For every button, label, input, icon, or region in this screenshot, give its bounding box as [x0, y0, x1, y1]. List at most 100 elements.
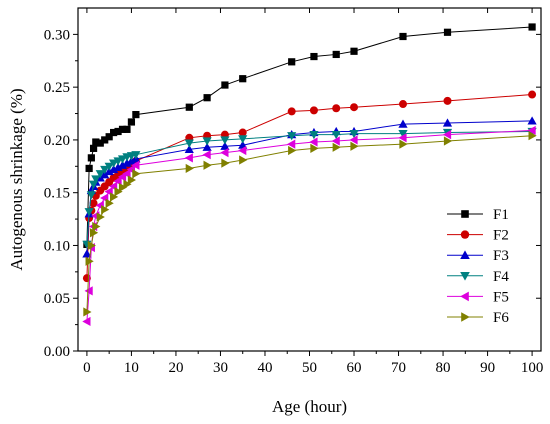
- data-point-f5: [442, 130, 452, 140]
- data-point-f2: [238, 128, 247, 137]
- legend-label: F1: [493, 207, 509, 223]
- data-point-f5: [527, 125, 536, 136]
- data-point-f6: [92, 221, 101, 232]
- x-tick-label: 100: [521, 360, 544, 376]
- legend-label: F5: [493, 289, 509, 305]
- data-point-f4: [398, 129, 408, 139]
- data-point-f6: [105, 198, 114, 208]
- data-point-f4: [220, 136, 230, 145]
- data-point-f3: [442, 118, 453, 127]
- data-point-f3: [82, 249, 92, 258]
- series-line-f6: [86, 135, 533, 312]
- data-point-f3: [126, 156, 137, 165]
- legend-item-f6: F6: [447, 310, 509, 326]
- data-point-f6: [310, 143, 319, 153]
- y-tick-label: 0.15: [44, 186, 70, 202]
- data-point-f6: [101, 204, 110, 215]
- data-point-f1: [332, 50, 340, 59]
- data-point-f6: [221, 158, 230, 168]
- data-point-f1: [87, 154, 95, 162]
- data-point-f1: [132, 110, 140, 119]
- y-tick-label: 0.05: [44, 291, 70, 307]
- x-tick-label: 50: [302, 360, 317, 376]
- data-point-f1: [203, 94, 211, 102]
- data-point-f5: [331, 136, 340, 146]
- data-point-f2: [287, 107, 296, 116]
- series-layer: [82, 23, 537, 327]
- data-point-f5: [287, 139, 296, 149]
- data-point-f1: [85, 164, 93, 173]
- data-point-f3: [113, 162, 123, 171]
- data-point-f3: [117, 160, 128, 169]
- legend-label: F6: [493, 310, 509, 326]
- data-point-f1: [110, 128, 118, 137]
- data-point-f6: [83, 307, 92, 317]
- data-point-f4: [287, 132, 297, 141]
- legend-marker-f3: [460, 250, 470, 259]
- data-point-f1: [239, 75, 247, 83]
- data-point-f1: [114, 127, 122, 136]
- data-point-f4: [331, 131, 341, 140]
- data-point-f6: [89, 228, 99, 238]
- legend-item-f4: F4: [447, 269, 509, 285]
- x-tick-label: 10: [124, 360, 139, 376]
- data-point-f1: [105, 133, 113, 141]
- data-point-f6: [185, 163, 194, 174]
- y-axis-label: Autogenous shrinkage (%): [7, 88, 26, 270]
- data-point-f4: [86, 191, 96, 200]
- data-point-f1: [185, 103, 193, 111]
- legend-marker-f5: [460, 291, 469, 302]
- data-point-f5: [202, 150, 211, 160]
- data-point-f6: [350, 141, 359, 151]
- x-tick-label: 90: [480, 360, 495, 376]
- x-axis-label: Age (hour): [272, 397, 347, 416]
- data-point-f1: [92, 138, 100, 146]
- data-point-f6: [114, 187, 123, 197]
- data-point-f4: [184, 139, 194, 148]
- data-point-f4: [349, 129, 359, 139]
- data-point-f2: [528, 90, 537, 99]
- data-point-f6: [123, 179, 132, 189]
- data-point-f5: [398, 133, 407, 143]
- series-line-f2: [86, 94, 533, 279]
- data-point-f4: [95, 170, 105, 179]
- data-point-f6: [110, 192, 119, 202]
- data-point-f1: [127, 118, 136, 126]
- series-f6: [83, 131, 537, 317]
- data-point-f4: [131, 151, 141, 160]
- y-tick-label: 0.30: [44, 27, 70, 43]
- data-point-f5: [82, 316, 91, 327]
- data-point-f6: [127, 175, 137, 185]
- data-point-f4: [104, 162, 114, 171]
- legend-item-f2: F2: [447, 228, 509, 244]
- x-tick-label: 60: [347, 360, 362, 376]
- legend-label: F2: [493, 228, 509, 244]
- data-point-f6: [443, 136, 453, 146]
- legend-item-f3: F3: [447, 248, 509, 264]
- plot-frame: [77, 7, 542, 352]
- data-point-f2: [89, 199, 98, 208]
- data-point-f4: [202, 137, 212, 146]
- data-point-f2: [309, 106, 318, 115]
- data-point-f6: [132, 169, 141, 179]
- x-tick-label: 0: [83, 360, 91, 376]
- data-point-f3: [100, 170, 110, 179]
- x-tick-label: 40: [257, 360, 272, 376]
- data-point-f6: [118, 182, 128, 193]
- y-tick-label: 0.25: [44, 80, 70, 96]
- legend-item-f1: F1: [447, 207, 509, 223]
- legend-label: F3: [493, 248, 509, 264]
- series-f1: [83, 23, 536, 249]
- data-point-f6: [399, 139, 408, 149]
- series-f4: [82, 127, 537, 250]
- data-point-f6: [528, 131, 537, 141]
- data-point-f4: [100, 165, 110, 175]
- data-point-f1: [310, 52, 318, 61]
- legend-item-f5: F5: [447, 289, 509, 305]
- legend-marker-f1: [461, 210, 469, 218]
- data-point-f1: [123, 125, 131, 133]
- data-point-f6: [239, 155, 248, 165]
- legend-label: F4: [493, 269, 509, 285]
- axes: 0 10 20 30 40 50 60 70 80 90 100 0.00 0.05 0.10 0.15 0.…: [44, 7, 544, 376]
